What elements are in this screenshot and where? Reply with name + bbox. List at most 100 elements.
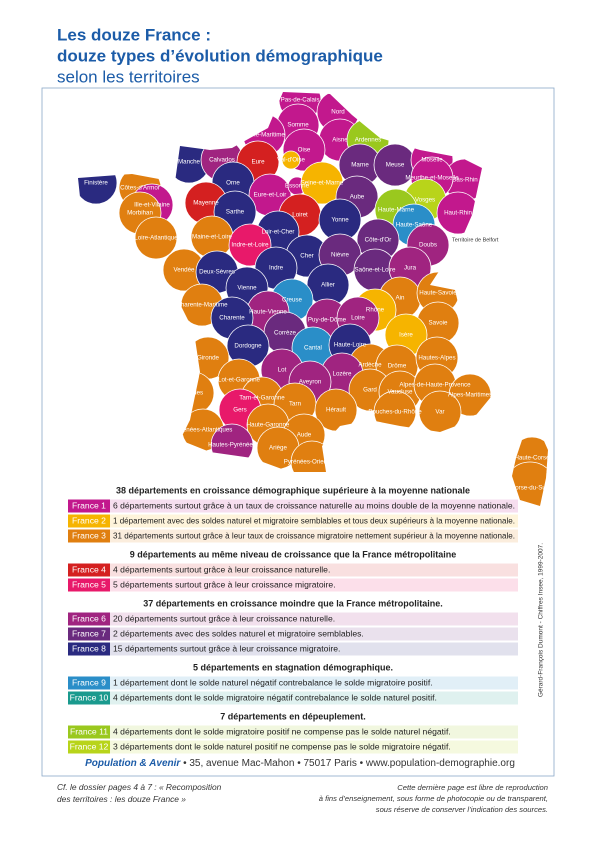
department-label: Aube (350, 194, 365, 201)
department-label: Val-d'Oise (277, 157, 305, 164)
legend-label: France 6 (72, 613, 106, 623)
department-label: Lozère (333, 371, 352, 378)
legend-swatch (68, 627, 110, 641)
department-label: Tarn-et-Garonne (239, 395, 285, 402)
legend-label: France 4 (72, 564, 106, 574)
legend-row (68, 563, 518, 577)
legend-label: France 11 (70, 726, 108, 736)
department-label: Somme (287, 122, 309, 129)
department-label: Calvados (209, 157, 235, 164)
legend-swatch (68, 514, 110, 528)
department-label: Charente-Maritime (176, 302, 228, 309)
department-label: Seine-Maritime (243, 132, 285, 139)
legend-row (68, 612, 518, 626)
department-label: Creuse (282, 297, 303, 304)
department-label: Doubs (419, 242, 437, 249)
department-label: Loire-Atlantique (134, 235, 178, 242)
department-label: Aude (297, 432, 312, 439)
department-label: Landes (183, 390, 203, 397)
legend-swatch (68, 691, 110, 705)
department-label: Côte-d'Or (365, 237, 392, 244)
legend-swatch (68, 529, 110, 543)
legend-swatch (68, 499, 110, 513)
department-label: Haute-Marne (378, 207, 415, 214)
department-label: Corrèze (274, 330, 297, 337)
department-label: Cantal (304, 345, 322, 352)
department-label: Aveyron (299, 379, 322, 386)
department-label: Pyrénées-Orientales (284, 459, 340, 466)
department-label: Essonne (285, 183, 310, 190)
department-label: Oise (298, 147, 311, 154)
left-note: des territoires : les douze France » (57, 794, 186, 804)
legend-label: France 7 (72, 628, 106, 638)
department-label: Haute-Saône (396, 222, 433, 229)
department-label: Gironde (197, 355, 220, 362)
department-label: Drôme (388, 363, 407, 370)
department-label: Ardennes (355, 137, 382, 144)
legend-row (68, 529, 518, 543)
department-label: Maine-et-Loire (192, 234, 232, 241)
legend-text: 5 départements surtout grâce à leur croi… (113, 579, 336, 589)
legend-text: 6 départements surtout grâce à un taux d… (113, 500, 515, 510)
department-label: Lot-et-Garonne (218, 377, 261, 384)
department-area (281, 150, 301, 170)
department-label: Manche (178, 159, 201, 166)
legend-row (68, 642, 518, 656)
department-label: Eure-et-Loir (254, 192, 287, 199)
legend-text: 2 départements avec des soldes naturel e… (113, 628, 364, 638)
department-label: Pas-de-Calais (281, 97, 320, 104)
legend-text: 4 départements dont le solde migratoire … (113, 692, 437, 702)
department-label: Eure (251, 159, 265, 166)
department-label: Saône-et-Loire (355, 267, 396, 274)
department-label: Alpes-Maritimes (448, 392, 492, 399)
legend-heading: 37 départements en croissance moindre qu… (143, 598, 443, 608)
legend-row (68, 691, 518, 705)
legend-heading: 5 départements en stagnation démographiq… (193, 662, 393, 672)
department-label: Haute-Savoie (419, 290, 457, 297)
legend-row (68, 676, 518, 690)
department-label: Vosges (415, 197, 435, 204)
legend-swatch (68, 563, 110, 577)
legend-label: France 12 (70, 741, 109, 751)
map (78, 92, 548, 506)
legend-swatch (68, 642, 110, 656)
legend-row (68, 740, 518, 754)
legend-row (68, 499, 518, 513)
department-label: Nord (331, 109, 345, 116)
department-label: Rhône (366, 307, 385, 314)
department-label: Yonne (331, 217, 349, 224)
department-label: Haute-Loire (334, 342, 367, 349)
legend-row (68, 578, 518, 592)
department-label: Ain (396, 295, 406, 302)
department-label: Hérault (326, 407, 346, 414)
legend-heading: 38 départements en croissance démographi… (116, 485, 470, 495)
legend-text: 1 département avec des soldes naturel et… (113, 515, 515, 525)
legend-text: 4 départements dont le solde migratoire … (113, 726, 451, 736)
department-label: Orne (226, 180, 240, 187)
legend-swatch (68, 740, 110, 754)
department-label: Puy-de-Dôme (308, 317, 347, 324)
department-label: Ille-et-Vilaine (134, 202, 170, 209)
department-label: Sarthe (226, 209, 245, 216)
legend-row (68, 514, 518, 528)
department-label: Mayenne (193, 200, 219, 207)
legend-text: 15 départements surtout grâce à leur cro… (113, 643, 340, 653)
legend-label: France 2 (72, 515, 106, 525)
right-note: à fins d’enseignement, sous forme de pho… (319, 794, 548, 803)
legend-text: 20 départements surtout grâce à leur cro… (113, 613, 335, 623)
footer: Population & Avenir • 35, avenue Mac-Mah… (85, 758, 515, 769)
department-label: Finistère (84, 180, 108, 187)
department-area (134, 216, 178, 260)
legend-swatch (68, 676, 110, 690)
department-label: Aisne (332, 137, 348, 144)
map-labels: Pas-de-Calais Nord Somme Aisne Ardennes Seine… (84, 97, 550, 492)
department-label: Hautes-Alpes (418, 355, 455, 362)
department-label: Alpes-de-Haute-Provence (399, 382, 471, 389)
department-label: Loire (351, 315, 365, 322)
address: • 35, avenue Mac-Mahon • 75017 Paris • w… (183, 758, 515, 769)
department-label: Gers (233, 407, 246, 414)
legend-text: 3 départements dont le solde naturel pos… (113, 741, 451, 751)
department-label: Haute-Vienne (249, 309, 287, 316)
title: douze types d’évolution démographique (57, 46, 383, 65)
legend-swatch (68, 725, 110, 739)
